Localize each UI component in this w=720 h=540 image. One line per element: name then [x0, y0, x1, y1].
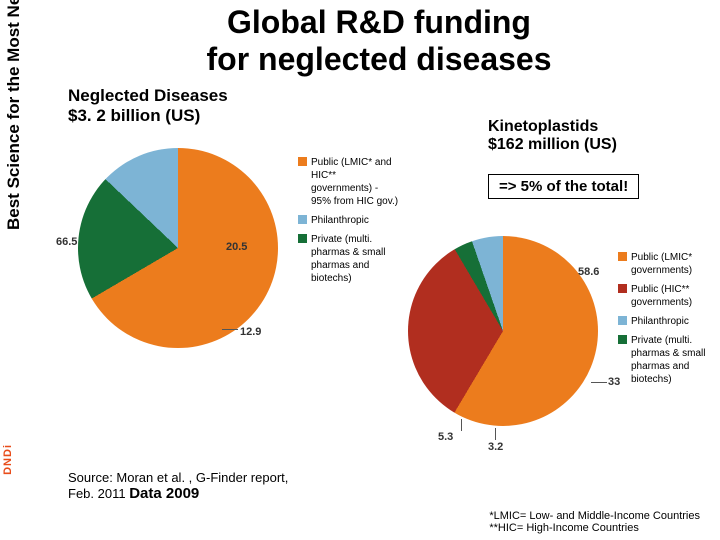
- legend-swatch: [618, 284, 627, 293]
- pie1-wrap: [78, 148, 278, 348]
- legend-item: Philanthropic: [298, 214, 399, 227]
- legend-text: Public (LMIC* governments): [631, 251, 719, 277]
- pie2-leader-2: [495, 428, 496, 440]
- legend-item: Philanthropic: [618, 315, 719, 328]
- footnotes: *LMIC= Low- and Middle-Income Countries …: [489, 510, 700, 534]
- legend-swatch: [298, 215, 307, 224]
- pie2-label-0: 58.6: [578, 266, 599, 278]
- legend-item: Public (LMIC* governments): [618, 251, 719, 277]
- logo: DNDi: [2, 444, 36, 534]
- pie1: [78, 148, 278, 348]
- legend-text: Private (multi. pharmas & small pharmas …: [631, 334, 719, 386]
- legend-text: Philanthropic: [631, 315, 689, 328]
- legend-swatch: [298, 234, 307, 243]
- legend1: Public (LMIC* and HIC** governments) - 9…: [298, 156, 399, 291]
- title-line2: for neglected diseases: [206, 41, 551, 77]
- pie1-label-0: 66.5: [56, 236, 77, 248]
- pie2-wrap: [408, 236, 598, 426]
- footnote-l1: *LMIC= Low- and Middle-Income Countries: [489, 510, 700, 522]
- legend-item: Private (multi. pharmas & small pharmas …: [298, 233, 399, 285]
- legend-swatch: [618, 335, 627, 344]
- charts-row: 66.5 20.5 12.9 Public (LMIC* and HIC** g…: [38, 126, 720, 456]
- source-l2b: Data 2009: [129, 485, 199, 502]
- legend-swatch: [618, 316, 627, 325]
- legend-text: Philanthropic: [311, 214, 369, 227]
- pie2-label-2: 3.2: [488, 441, 503, 453]
- source-l2a: Feb. 2011: [68, 486, 129, 501]
- title-line1: Global R&D funding: [227, 4, 531, 40]
- pie1-leader-2: [222, 329, 238, 330]
- legend-text: Public (LMIC* and HIC** governments) - 9…: [311, 156, 399, 208]
- page-title: Global R&D funding for neglected disease…: [38, 0, 720, 86]
- chart1-title-l2: $3. 2 billion (US): [68, 106, 200, 125]
- pie1-label-1: 20.5: [226, 241, 247, 253]
- pie2-label-3: 5.3: [438, 431, 453, 443]
- sidebar: Best Science for the Most Neglected DNDi: [0, 0, 38, 540]
- legend-swatch: [618, 252, 627, 261]
- chart1-title-l1: Neglected Diseases: [68, 86, 228, 105]
- pie2: [408, 236, 598, 426]
- footnote-l2: **HIC= High-Income Countries: [489, 522, 638, 534]
- legend-swatch: [298, 157, 307, 166]
- sidebar-tagline: Best Science for the Most Neglected: [4, 0, 24, 230]
- callout: => 5% of the total!: [488, 174, 639, 199]
- legend2: Public (LMIC* governments) Public (HIC** …: [618, 251, 719, 392]
- legend-text: Public (HIC** governments): [631, 283, 719, 309]
- legend-item: Public (HIC** governments): [618, 283, 719, 309]
- pie2-leader-3: [461, 419, 462, 431]
- main-content: Global R&D funding for neglected disease…: [38, 0, 720, 540]
- pie1-label-2: 12.9: [240, 326, 261, 338]
- chart2-title: Kinetoplastids $162 million (US): [488, 118, 617, 154]
- chart1-title: Neglected Diseases $3. 2 billion (US): [38, 86, 720, 126]
- chart2-title-l1: Kinetoplastids: [488, 118, 598, 135]
- source-citation: Source: Moran et al. , G-Finder report, …: [68, 470, 288, 502]
- legend-text: Private (multi. pharmas & small pharmas …: [311, 233, 399, 285]
- legend-item: Private (multi. pharmas & small pharmas …: [618, 334, 719, 386]
- source-l1: Source: Moran et al. , G-Finder report,: [68, 470, 288, 485]
- logo-text: DNDi: [2, 444, 14, 475]
- chart2-title-l2: $162 million (US): [488, 136, 617, 153]
- legend-item: Public (LMIC* and HIC** governments) - 9…: [298, 156, 399, 208]
- pie2-leader-1: [591, 382, 607, 383]
